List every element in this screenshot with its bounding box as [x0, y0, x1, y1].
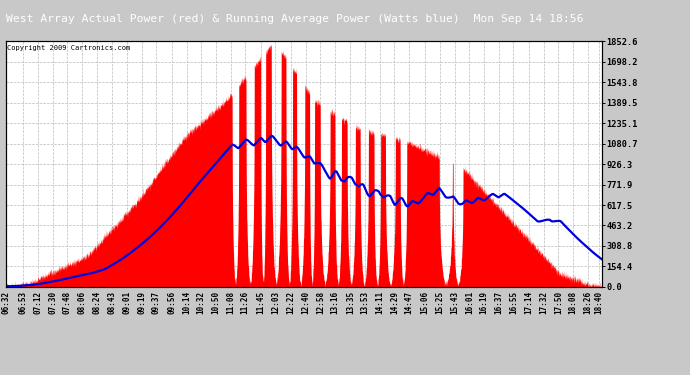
- Text: 16:01: 16:01: [465, 291, 474, 314]
- Text: 08:24: 08:24: [92, 291, 101, 314]
- Text: 10:14: 10:14: [182, 291, 191, 314]
- Text: 16:37: 16:37: [494, 291, 503, 314]
- Text: 06:32: 06:32: [1, 291, 10, 314]
- Text: 14:11: 14:11: [375, 291, 384, 314]
- Text: 07:48: 07:48: [63, 291, 72, 314]
- Text: 07:30: 07:30: [48, 291, 57, 314]
- Text: 09:56: 09:56: [168, 291, 177, 314]
- Text: 09:19: 09:19: [137, 291, 146, 314]
- Text: 13:53: 13:53: [361, 291, 370, 314]
- Text: 15:25: 15:25: [435, 291, 444, 314]
- Text: 10:50: 10:50: [211, 291, 220, 314]
- Text: West Array Actual Power (red) & Running Average Power (Watts blue)  Mon Sep 14 1: West Array Actual Power (red) & Running …: [6, 14, 583, 24]
- Text: 09:01: 09:01: [123, 291, 132, 314]
- Text: 14:47: 14:47: [404, 291, 413, 314]
- Text: 11:08: 11:08: [226, 291, 235, 314]
- Text: 16:55: 16:55: [509, 291, 518, 314]
- Text: 14:29: 14:29: [390, 291, 399, 314]
- Text: 08:43: 08:43: [108, 291, 117, 314]
- Text: 09:37: 09:37: [152, 291, 161, 314]
- Text: 12:22: 12:22: [286, 291, 295, 314]
- Text: 18:08: 18:08: [569, 291, 578, 314]
- Text: 13:16: 13:16: [331, 291, 339, 314]
- Text: 13:35: 13:35: [346, 291, 355, 314]
- Text: 16:19: 16:19: [480, 291, 489, 314]
- Text: 07:12: 07:12: [34, 291, 43, 314]
- Text: 17:50: 17:50: [554, 291, 563, 314]
- Text: 17:14: 17:14: [524, 291, 533, 314]
- Text: 06:53: 06:53: [18, 291, 27, 314]
- Text: Copyright 2009 Cartronics.com: Copyright 2009 Cartronics.com: [8, 45, 130, 51]
- Text: 12:03: 12:03: [271, 291, 280, 314]
- Text: 10:32: 10:32: [197, 291, 206, 314]
- Text: 15:43: 15:43: [451, 291, 460, 314]
- Text: 17:32: 17:32: [539, 291, 548, 314]
- Text: 18:26: 18:26: [583, 291, 592, 314]
- Text: 11:45: 11:45: [256, 291, 265, 314]
- Text: 18:40: 18:40: [595, 291, 604, 314]
- Text: 08:06: 08:06: [78, 291, 87, 314]
- Text: 11:26: 11:26: [241, 291, 250, 314]
- Text: 12:40: 12:40: [301, 291, 310, 314]
- Text: 15:06: 15:06: [420, 291, 429, 314]
- Text: 12:58: 12:58: [316, 291, 325, 314]
